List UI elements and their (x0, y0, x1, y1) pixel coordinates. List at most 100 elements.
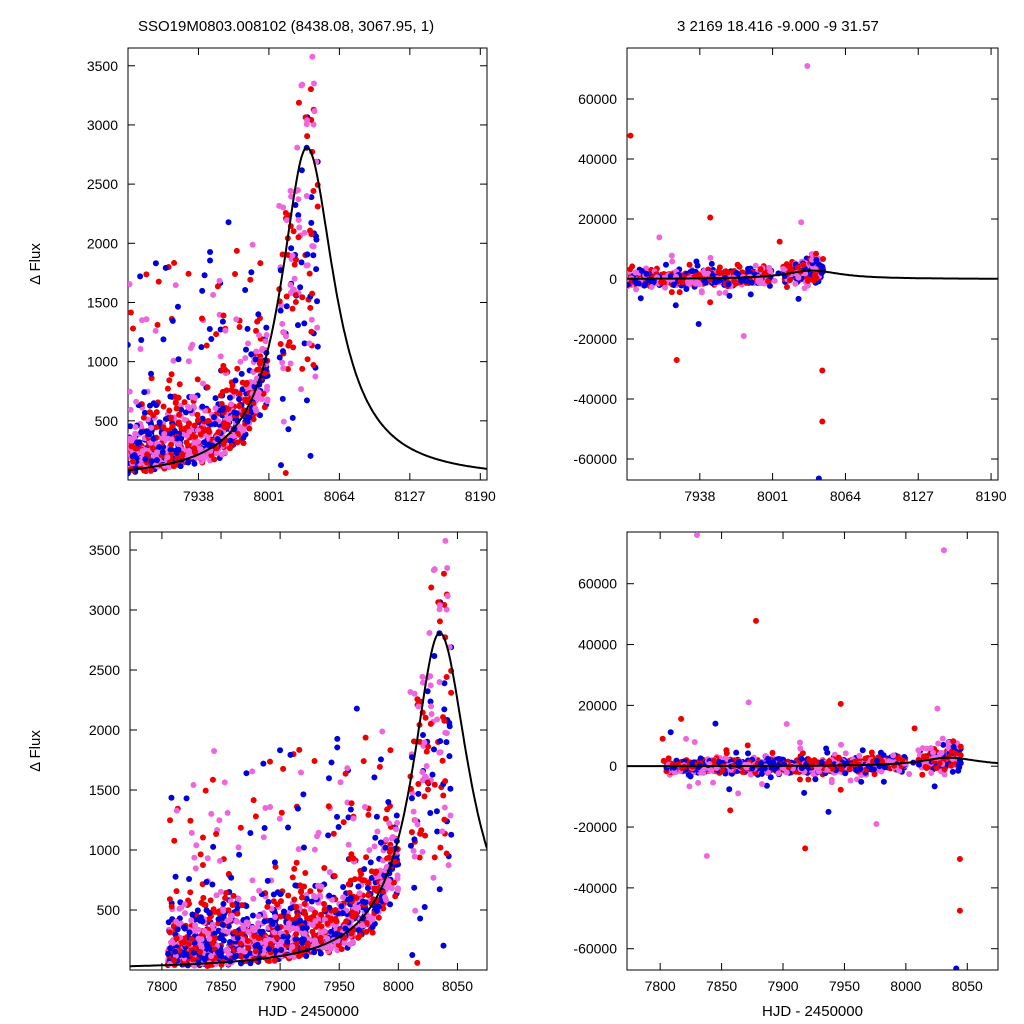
data-point-blue (190, 949, 197, 956)
data-point-violet (128, 406, 134, 413)
data-point-red (118, 435, 124, 441)
data-point-violet (86, 468, 92, 474)
data-point-violet (230, 433, 237, 440)
data-point-blue (411, 884, 418, 891)
data-point-red (576, 281, 582, 287)
data-point-red (574, 278, 580, 284)
data-point-violet (61, 467, 67, 473)
data-point-violet (594, 275, 600, 281)
data-point-blue (635, 280, 642, 287)
data-point-violet (73, 377, 79, 383)
data-point-violet (224, 928, 231, 935)
data-point-violet (591, 272, 597, 278)
data-point-blue (52, 463, 58, 469)
data-point-blue (602, 280, 608, 286)
data-point-red (222, 894, 229, 901)
data-point-red (717, 269, 724, 276)
data-point-violet (590, 276, 596, 282)
data-point-red (232, 270, 239, 277)
data-point-red (583, 275, 589, 281)
data-point-blue (561, 278, 567, 284)
data-point-blue (588, 279, 594, 285)
data-point-red (330, 830, 337, 837)
data-point-violet (414, 821, 421, 828)
data-point-red (130, 325, 137, 332)
data-point-red (363, 919, 370, 926)
data-point-blue (197, 917, 204, 924)
data-point-blue (334, 813, 341, 820)
data-point-red (294, 912, 301, 919)
data-point-red (562, 276, 568, 282)
data-point-blue (277, 891, 284, 898)
data-point-red (603, 270, 609, 276)
data-point-violet (66, 472, 72, 478)
data-point-blue (138, 336, 145, 343)
data-point-violet (366, 914, 373, 921)
data-point-violet (310, 243, 317, 250)
data-point-red (765, 278, 772, 285)
data-point-red (237, 940, 244, 947)
data-point-blue (62, 462, 68, 468)
data-point-red (558, 279, 564, 285)
data-point-red (120, 451, 126, 457)
data-point-blue (421, 904, 428, 911)
data-point-red (602, 277, 608, 283)
data-point-violet (668, 252, 675, 259)
data-point-violet (576, 276, 582, 282)
data-point-violet (92, 461, 98, 467)
data-point-blue (285, 824, 292, 831)
data-point-red (199, 861, 206, 868)
data-point-violet (287, 281, 294, 288)
data-point-blue (181, 925, 188, 932)
data-point-blue (89, 393, 95, 399)
data-point-violet (280, 365, 287, 372)
data-point-red (53, 448, 59, 454)
data-point-blue (87, 466, 93, 472)
data-point-violet (716, 290, 723, 297)
data-point-blue (280, 933, 287, 940)
data-point-blue (95, 438, 101, 444)
data-point-red (52, 465, 58, 471)
data-point-violet (113, 458, 119, 464)
x-tick-label: 8127 (903, 488, 934, 504)
data-point-violet (576, 278, 582, 284)
data-point-violet (344, 765, 351, 772)
data-point-violet (237, 358, 244, 365)
data-point-violet (602, 273, 608, 279)
data-point-blue (75, 418, 81, 424)
data-point-red (573, 277, 579, 283)
data-point-blue (261, 918, 268, 925)
data-point-red (567, 278, 573, 284)
data-point-red (587, 280, 593, 286)
data-point-red (80, 406, 86, 412)
data-point-violet (619, 273, 625, 279)
x-tick-label: 8000 (383, 978, 414, 994)
data-point-blue (106, 468, 112, 474)
data-point-blue (107, 467, 113, 473)
data-point-violet (802, 270, 809, 277)
data-point-blue (212, 420, 219, 427)
data-point-blue (594, 280, 600, 286)
data-point-red (277, 341, 284, 348)
data-point-red (176, 411, 183, 418)
data-point-blue (72, 469, 78, 475)
data-point-red (387, 747, 394, 754)
data-point-violet (601, 278, 607, 284)
data-point-red (577, 281, 583, 287)
data-point-violet (279, 359, 286, 366)
data-point-blue (156, 444, 163, 451)
data-point-violet (291, 954, 298, 961)
data-point-blue (620, 275, 626, 281)
data-point-violet (117, 430, 123, 436)
data-point-violet (262, 804, 269, 811)
data-point-violet (618, 275, 624, 281)
data-point-violet (115, 454, 121, 460)
data-point-red (668, 289, 675, 296)
data-point-blue (547, 279, 553, 285)
data-point-blue (175, 446, 182, 453)
data-point-blue (559, 279, 565, 285)
data-point-red (53, 461, 59, 467)
data-point-red (92, 343, 98, 349)
data-point-violet (589, 279, 595, 285)
data-point-red (549, 279, 555, 285)
